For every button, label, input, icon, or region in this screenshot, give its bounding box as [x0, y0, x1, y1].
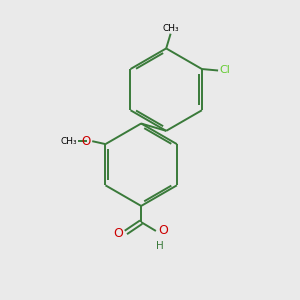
Text: O: O	[113, 226, 123, 239]
Text: O: O	[158, 224, 168, 238]
Text: CH₃: CH₃	[60, 137, 77, 146]
Text: Cl: Cl	[220, 65, 230, 76]
Text: O: O	[82, 135, 91, 148]
Text: H: H	[155, 241, 163, 251]
Text: CH₃: CH₃	[162, 24, 179, 33]
